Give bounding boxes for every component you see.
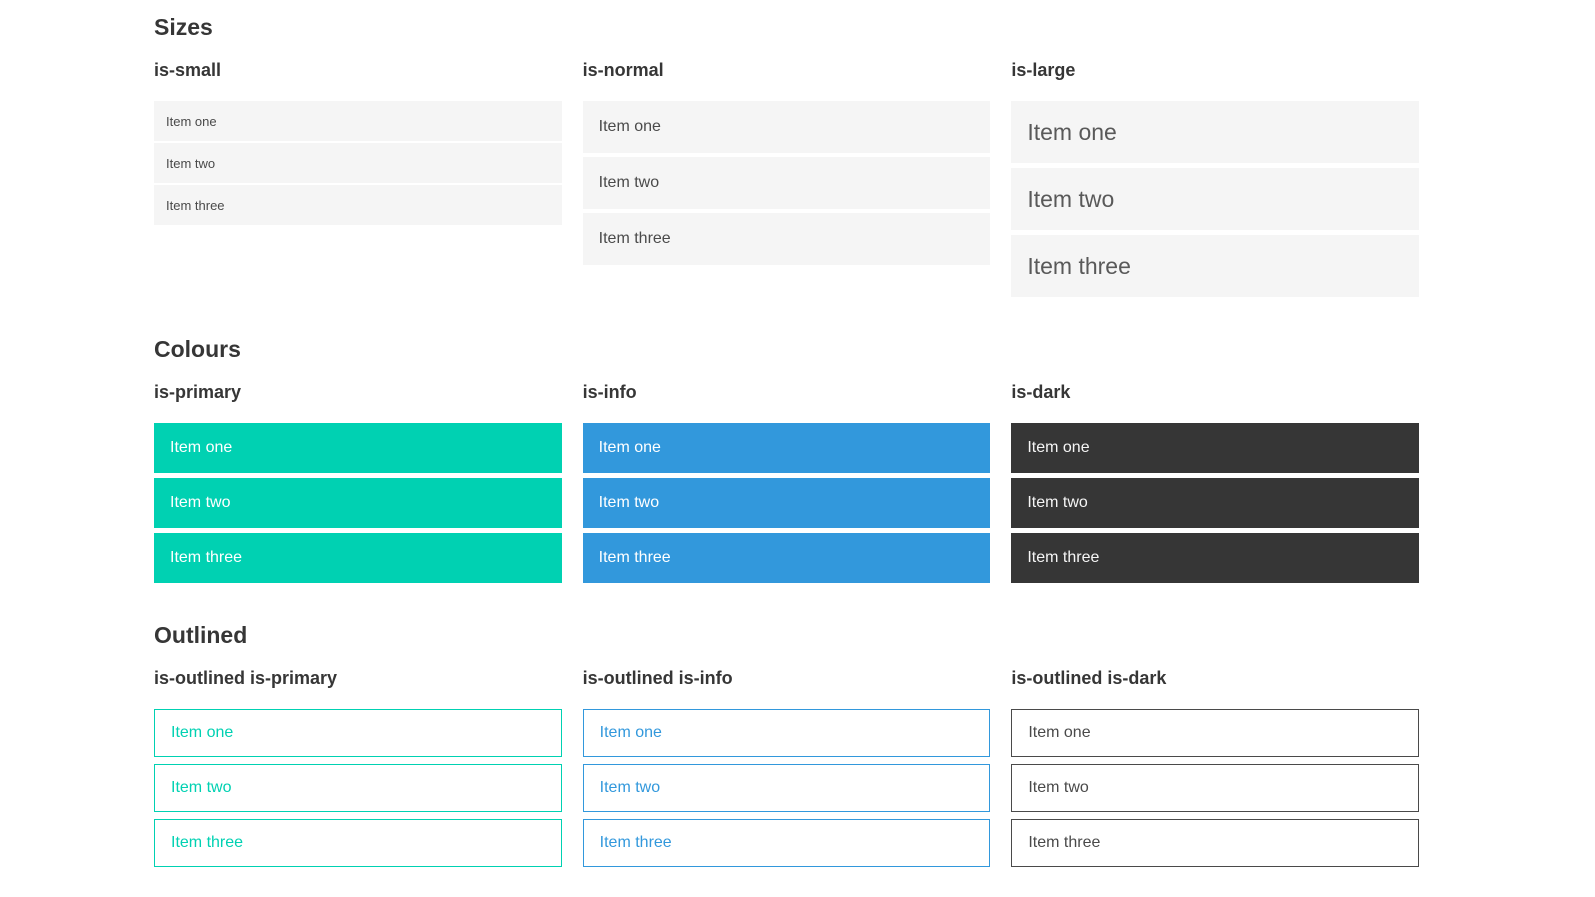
list-is-normal: Item one Item two Item three xyxy=(582,101,991,269)
list-is-dark: Item one Item two Item three xyxy=(1011,423,1419,588)
column-title: is-outlined is-info xyxy=(582,668,733,688)
list-is-large: Item one Item two Item three xyxy=(1011,101,1419,302)
list-item[interactable]: Item two xyxy=(1011,168,1419,230)
list-item[interactable]: Item one xyxy=(582,423,991,473)
column-title: is-outlined is-dark xyxy=(1011,668,1167,688)
colours-grid: is-primary Item one Item two Item three … xyxy=(154,382,1419,588)
outlined-grid: is-outlined is-primary Item one Item two… xyxy=(154,668,1419,874)
list-item[interactable]: Item three xyxy=(582,533,991,583)
list-item[interactable]: Item two xyxy=(1011,478,1419,528)
section-title: Sizes xyxy=(154,14,213,40)
section-sizes: Sizes is-small Item one Item two Item th… xyxy=(154,14,1419,302)
list-is-info: Item one Item two Item three xyxy=(582,423,991,588)
list-item[interactable]: Item one xyxy=(582,101,991,153)
list-is-outlined-is-info: Item one Item two Item three xyxy=(582,709,991,874)
list-item[interactable]: Item two xyxy=(582,478,991,528)
list-item[interactable]: Item three xyxy=(154,819,562,867)
list-item[interactable]: Item three xyxy=(1011,235,1419,297)
list-component-demo: Sizes is-small Item one Item two Item th… xyxy=(154,14,1419,874)
list-item[interactable]: Item three xyxy=(154,185,562,225)
list-item[interactable]: Item two xyxy=(154,143,562,183)
column-is-large: is-large Item one Item two Item three xyxy=(1011,60,1419,302)
list-item[interactable]: Item one xyxy=(582,709,991,757)
list-item[interactable]: Item two xyxy=(582,157,991,209)
column-is-outlined-is-primary: is-outlined is-primary Item one Item two… xyxy=(154,668,562,874)
list-item[interactable]: Item two xyxy=(582,764,991,812)
column-is-small: is-small Item one Item two Item three xyxy=(154,60,562,302)
sizes-grid: is-small Item one Item two Item three is… xyxy=(154,60,1419,302)
column-is-normal: is-normal Item one Item two Item three xyxy=(582,60,991,302)
list-item[interactable]: Item three xyxy=(582,819,991,867)
column-is-outlined-is-info: is-outlined is-info Item one Item two It… xyxy=(582,668,991,874)
list-item[interactable]: Item one xyxy=(154,709,562,757)
list-is-primary: Item one Item two Item three xyxy=(154,423,562,588)
column-is-dark: is-dark Item one Item two Item three xyxy=(1011,382,1419,588)
column-title: is-normal xyxy=(582,60,664,80)
list-item[interactable]: Item three xyxy=(1011,533,1419,583)
section-outlined: Outlined is-outlined is-primary Item one… xyxy=(154,622,1419,874)
section-title: Colours xyxy=(154,336,241,362)
list-item[interactable]: Item one xyxy=(1011,709,1419,757)
list-is-small: Item one Item two Item three xyxy=(154,101,562,227)
list-is-outlined-is-dark: Item one Item two Item three xyxy=(1011,709,1419,874)
list-item[interactable]: Item two xyxy=(1011,764,1419,812)
column-is-info: is-info Item one Item two Item three xyxy=(582,382,991,588)
column-title: is-info xyxy=(582,382,637,402)
column-title: is-primary xyxy=(154,382,242,402)
list-item[interactable]: Item two xyxy=(154,764,562,812)
list-item[interactable]: Item three xyxy=(154,533,562,583)
column-is-outlined-is-dark: is-outlined is-dark Item one Item two It… xyxy=(1011,668,1419,874)
list-item[interactable]: Item one xyxy=(154,101,562,141)
section-title: Outlined xyxy=(154,622,248,648)
list-item[interactable]: Item three xyxy=(582,213,991,265)
list-item[interactable]: Item one xyxy=(1011,423,1419,473)
list-is-outlined-is-primary: Item one Item two Item three xyxy=(154,709,562,874)
column-is-primary: is-primary Item one Item two Item three xyxy=(154,382,562,588)
list-item[interactable]: Item two xyxy=(154,478,562,528)
list-item[interactable]: Item three xyxy=(1011,819,1419,867)
list-item[interactable]: Item one xyxy=(154,423,562,473)
column-title: is-small xyxy=(154,60,222,80)
column-title: is-dark xyxy=(1011,382,1071,402)
column-title: is-large xyxy=(1011,60,1076,80)
column-title: is-outlined is-primary xyxy=(154,668,338,688)
section-colours: Colours is-primary Item one Item two Ite… xyxy=(154,336,1419,588)
list-item[interactable]: Item one xyxy=(1011,101,1419,163)
